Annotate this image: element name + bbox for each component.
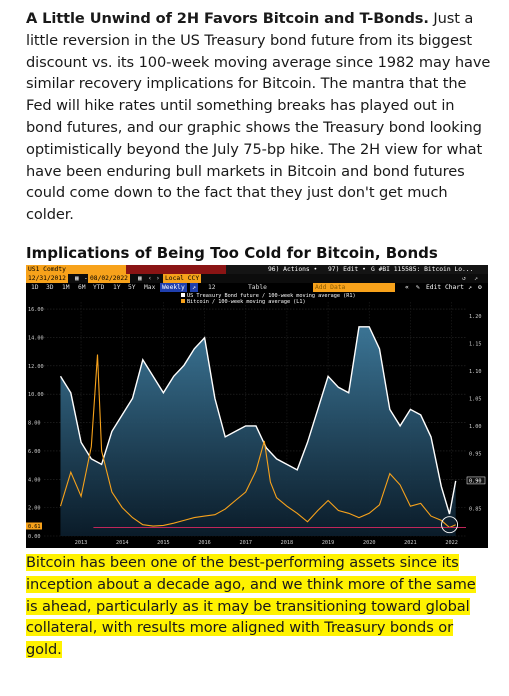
end-date-field[interactable]: 08/02/2022	[88, 274, 130, 283]
y-left-tick-label: 14.00	[28, 335, 44, 341]
refresh-icon[interactable]: ↺	[462, 275, 466, 282]
x-tick-label: 2019	[322, 540, 335, 546]
y-left-tick-label: 2.00	[28, 506, 41, 512]
legend-swatch-bond	[181, 293, 185, 297]
x-tick-label: 2017	[239, 540, 252, 546]
calendar-icon[interactable]: ▦	[138, 275, 142, 282]
chart-id-label: G #BI 115585: Bitcoin Lo...	[371, 266, 474, 273]
zoom-icon[interactable]: ↗	[468, 284, 472, 291]
y-right-tick-label: 1.10	[469, 369, 482, 375]
y-left-tick-label: 16.00	[28, 307, 44, 313]
x-tick-label: 2022	[445, 540, 458, 546]
period-1d[interactable]: 1D	[31, 284, 39, 291]
ticker-spacer	[126, 265, 226, 274]
bitcoin-series-line	[59, 354, 456, 529]
terminal-header-bar: US1 Comdty 96) Actions • 97) Edit • G #B…	[26, 265, 488, 274]
y-right-tick-label: 1.15	[469, 341, 482, 347]
legend-label-bitcoin: Bitcoin / 100-week moving average (L1)	[187, 299, 306, 305]
terminal-date-bar: 12/31/2012 ▦ - 08/02/2022 ▦ ‹ › Local CC…	[26, 274, 488, 283]
y-left-tick-label: 10.00	[28, 392, 44, 398]
period-max[interactable]: Max	[144, 284, 156, 291]
frequency-select[interactable]: Weekly	[160, 283, 187, 292]
period-6m[interactable]: 6M	[78, 284, 86, 291]
actions-menu[interactable]: 96) Actions •	[268, 266, 318, 273]
table-toggle[interactable]: Table	[248, 284, 267, 291]
chart-caption: Bitcoin has been one of the best-perform…	[26, 552, 478, 661]
intro-lead: A Little Unwind of 2H Favors Bitcoin and…	[26, 10, 429, 27]
next-arrow-icon[interactable]: ›	[156, 275, 160, 282]
edit-menu[interactable]: 97) Edit •	[328, 266, 366, 273]
legend-label-bond: US Treasury Bond future / 100-week movin…	[187, 293, 356, 299]
ticker-field[interactable]: US1 Comdty	[26, 265, 130, 274]
x-tick-label: 2013	[75, 540, 88, 546]
bond-last-value-box	[466, 476, 486, 485]
add-data-field[interactable]: Add Data	[313, 283, 395, 292]
legend-swatch-bitcoin	[181, 299, 185, 303]
y-right-tick-label: 1.05	[469, 396, 482, 402]
intro-body: Just a little reversion in the US Treasu…	[26, 10, 491, 224]
y-right-tick-label: 1.00	[469, 424, 482, 430]
chart-title: Implications of Being Too Cold for Bitco…	[26, 244, 438, 262]
calendar-icon[interactable]: ▦	[75, 275, 79, 282]
x-tick-label: 2015	[157, 540, 170, 546]
x-tick-label: 2014	[116, 540, 129, 546]
interval-count[interactable]: 12	[208, 284, 216, 291]
prev-arrow-icon[interactable]: ‹	[148, 275, 152, 282]
expand-icon[interactable]: ↗	[474, 275, 478, 282]
caption-text: Bitcoin has been one of the best-perform…	[26, 554, 476, 659]
chart-plot: 16.00 14.00 12.00 10.00 8.00 6.00 4.00 2.00 0.00…	[26, 293, 486, 546]
bond-last-value-label: 0.90	[469, 478, 482, 484]
terminal-period-bar: 1D 3D 1M 6M YTD 1Y 5Y Max Weekly ↗ 12 Ta…	[26, 283, 488, 292]
period-5y[interactable]: 5Y	[128, 284, 136, 291]
x-tick-label: 2021	[404, 540, 417, 546]
currency-field[interactable]: Local CCY	[163, 274, 202, 283]
intro-paragraph: A Little Unwind of 2H Favors Bitcoin and…	[26, 8, 492, 226]
bloomberg-chart-panel: US1 Comdty 96) Actions • 97) Edit • G #B…	[26, 265, 488, 548]
bitcoin-last-value-box	[26, 522, 42, 530]
period-1m[interactable]: 1M	[62, 284, 70, 291]
y-right-tick-label: 0.85	[469, 506, 482, 512]
period-3d[interactable]: 3D	[46, 284, 54, 291]
y-left-tick-label: 6.00	[28, 449, 41, 455]
date-separator: -	[84, 275, 88, 282]
y-left-tick-label: 12.00	[28, 364, 44, 370]
y-right-tick-label: 0.95	[469, 451, 482, 457]
y-left-tick-label: 0.00	[28, 534, 41, 540]
y-right-tick-label: 1.20	[469, 314, 482, 320]
period-1y[interactable]: 1Y	[113, 284, 121, 291]
x-tick-label: 2016	[198, 540, 211, 546]
y-left-tick-label: 8.00	[28, 421, 41, 427]
pencil-icon[interactable]: ✎	[416, 284, 420, 291]
edit-chart-button[interactable]: Edit Chart	[426, 284, 464, 291]
bond-series-line	[59, 326, 457, 515]
recent-low-marker	[441, 516, 458, 534]
chart-type-icon[interactable]: ↗	[190, 283, 198, 292]
x-tick-label: 2018	[281, 540, 294, 546]
start-date-field[interactable]: 12/31/2012	[26, 274, 68, 283]
bitcoin-last-value-label: 0.61	[28, 524, 41, 530]
period-ytd[interactable]: YTD	[93, 284, 105, 291]
x-tick-label: 2020	[363, 540, 376, 546]
y-left-tick-label: 4.00	[28, 477, 41, 483]
settings-icon[interactable]: ⚙	[478, 284, 482, 291]
collapse-icon[interactable]: «	[405, 284, 409, 291]
